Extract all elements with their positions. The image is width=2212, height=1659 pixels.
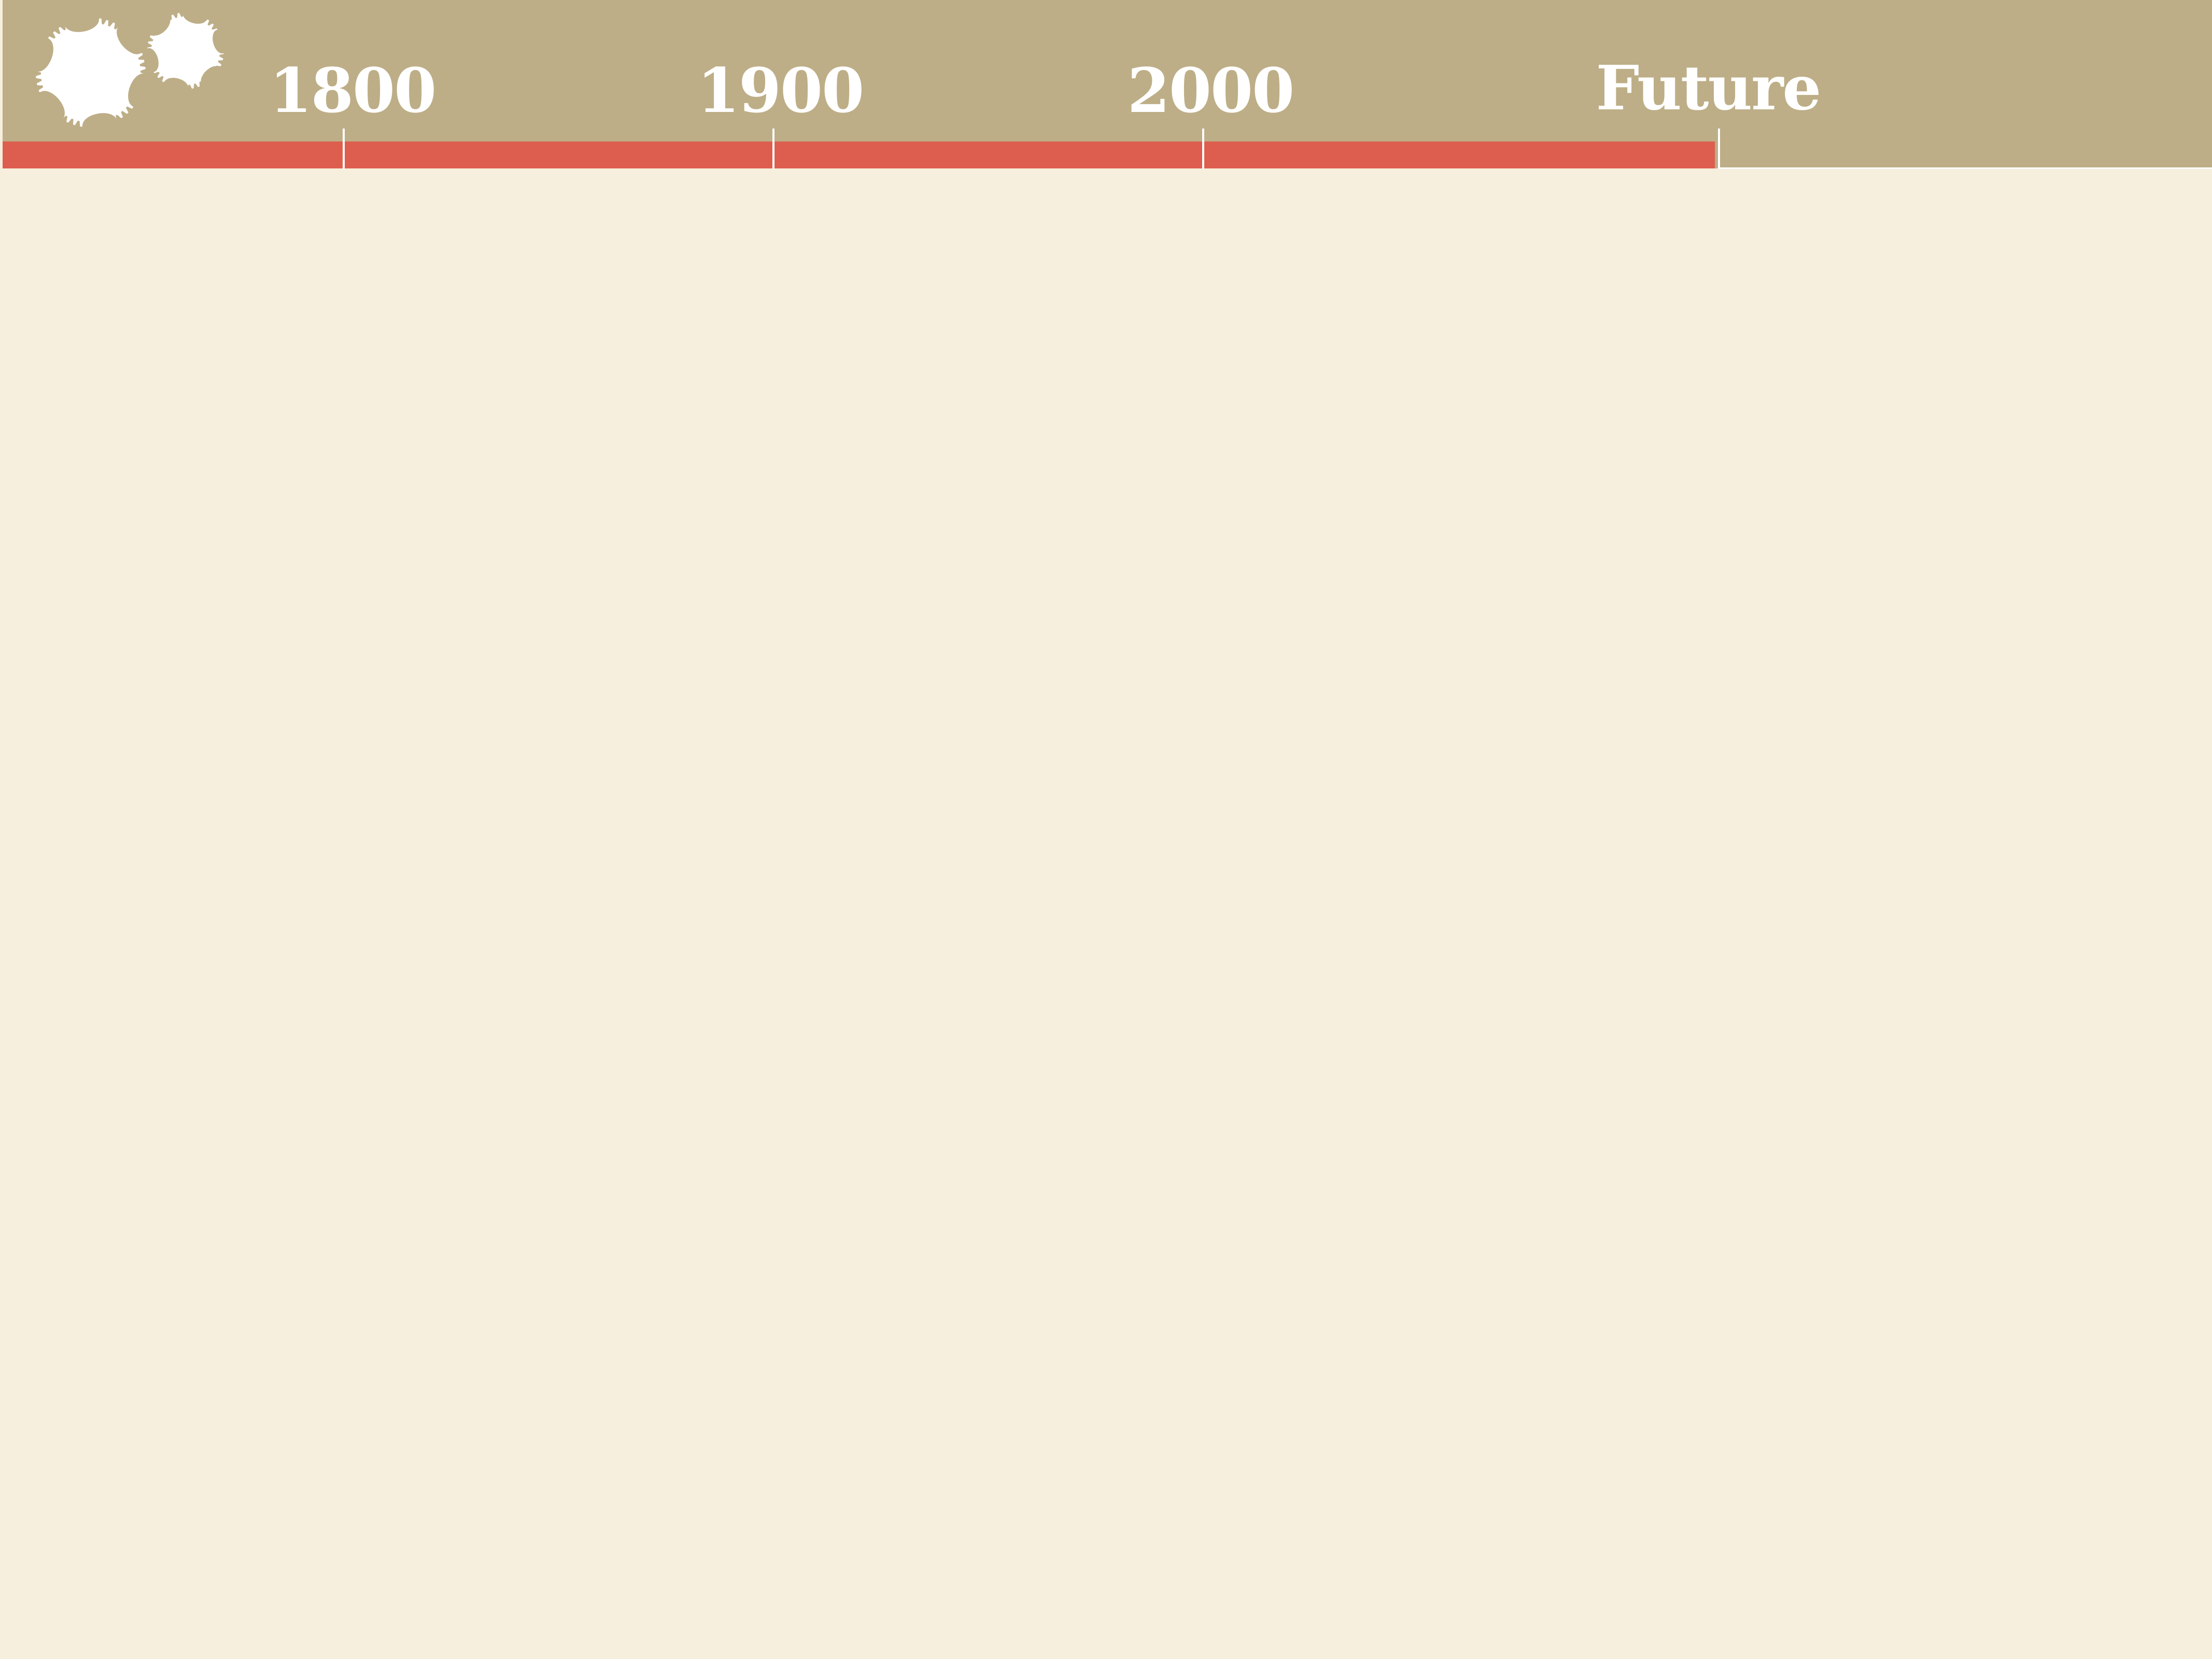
era-label-future: Future — [1596, 52, 1821, 124]
era-label-2000: 2000 — [1127, 54, 1294, 126]
timeline-tick-1800 — [343, 129, 345, 169]
timeline-tick-1900 — [772, 129, 774, 169]
timeline-progress-bar — [3, 141, 1715, 168]
small-gear-icon — [144, 9, 228, 93]
timeline-baseline — [1719, 167, 2212, 169]
gears-icon — [31, 9, 228, 134]
era-label-1800: 1800 — [269, 54, 436, 126]
timeline-header — [3, 0, 2212, 168]
timeline-tick-2000 — [1202, 129, 1204, 169]
large-gear-icon — [31, 11, 150, 134]
era-label-1900: 1900 — [697, 54, 864, 126]
timeline-tick-future — [1718, 129, 1720, 169]
header-left-edge — [0, 0, 3, 168]
